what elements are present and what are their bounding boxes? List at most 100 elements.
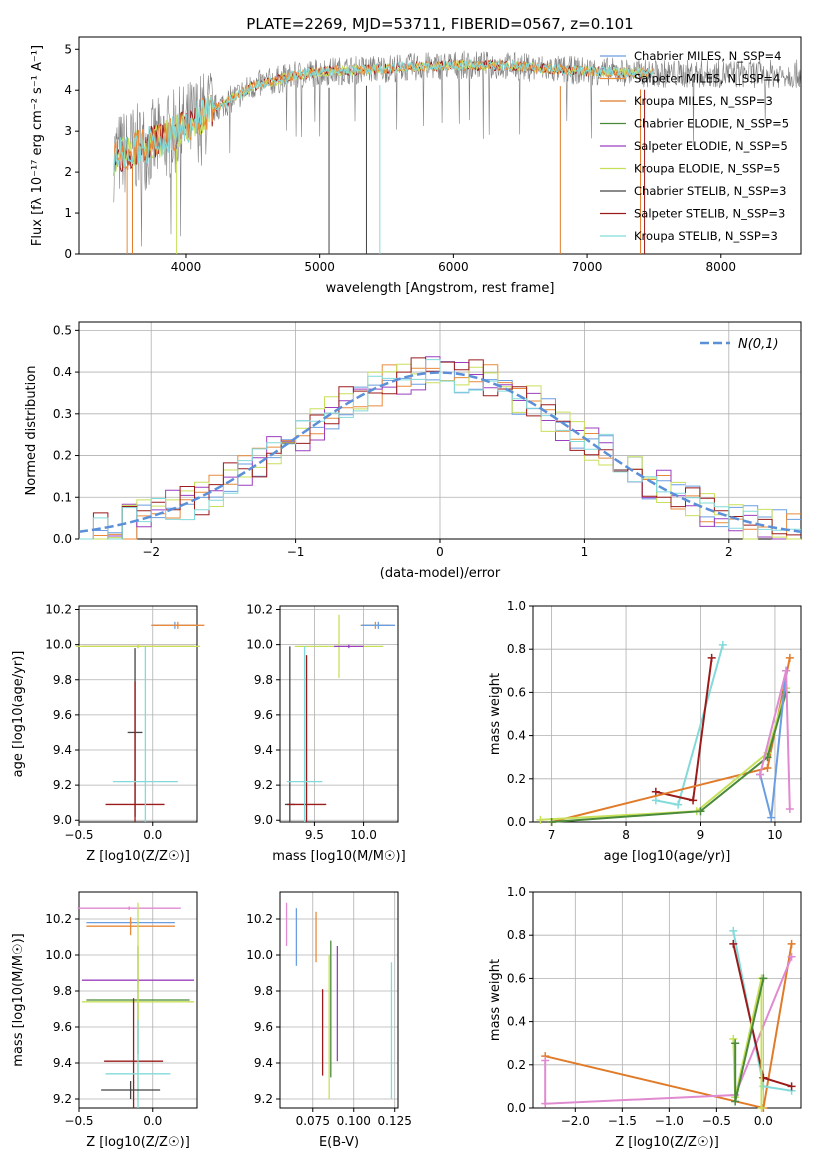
model-spectrum-line [113, 58, 655, 176]
y-tick-label: 10.0 [45, 948, 72, 962]
y-tick-label: 5 [64, 42, 72, 56]
x-tick-label: 9.5 [305, 828, 324, 842]
weight-marker [696, 807, 705, 816]
legend-entry: N(0,1) [738, 337, 779, 352]
spectrum-title: PLATE=2269, MJD=53711, FIBERID=0567, z=0… [246, 15, 633, 33]
weight-marker [541, 1056, 550, 1065]
weight-marker [787, 939, 796, 948]
y-tick-label: 10.2 [246, 603, 273, 617]
y-axis-label: mass [log10(M/M☉)] [11, 933, 26, 1066]
y-tick-label: 0.1 [53, 490, 72, 504]
spectrum-panel: 4000 5000 6000 7000 8000 0 1 2 3 4 5 wavelength [An… [30, 36, 802, 296]
y-tick-label: 0.2 [507, 1058, 526, 1072]
residual-histogram [79, 359, 801, 540]
y-tick-label: 0.4 [507, 729, 526, 743]
weight-vs-metallicity-panel: −2.0 −1.5 −1.0 −0.5 0.0 0.0 0.2 0.4 0.6 0.8 1.0 Z [… [488, 885, 802, 1150]
x-tick-label: 2 [725, 545, 733, 559]
weight-marker [729, 1034, 738, 1043]
y-tick-label: 0.8 [507, 642, 526, 656]
y-tick-label: 0.3 [53, 407, 72, 421]
weight-marker [718, 640, 727, 649]
y-tick-label: 0.2 [507, 772, 526, 786]
age-vs-mass-panel: 9.5 10.0 9.0 9.2 9.4 9.6 9.8 10.0 10.2 mass [log1… [246, 603, 405, 864]
y-tick-label: 9.8 [53, 673, 72, 687]
weight-marker [756, 770, 765, 779]
weight-marker [536, 815, 545, 824]
y-tick-label: 9.2 [254, 1092, 273, 1106]
x-axis-label: Z [log10(Z/Z☉)] [86, 849, 190, 864]
weight-marker [757, 1104, 766, 1112]
y-tick-label: 0.2 [53, 449, 72, 463]
x-tick-label: 8000 [706, 260, 737, 274]
axes-frame [279, 891, 399, 1109]
y-tick-label: 0.6 [507, 971, 526, 985]
x-tick-label: 4000 [171, 260, 202, 274]
x-tick-label: −2 [142, 545, 160, 559]
x-tick-label: 9 [697, 828, 705, 842]
x-tick-label: −2.0 [561, 1114, 590, 1128]
y-tick-label: 1.0 [507, 885, 526, 899]
y-tick-label: 10.0 [246, 638, 273, 652]
weight-marker [674, 800, 683, 809]
x-tick-label: 0.0 [754, 1114, 773, 1128]
weight-marker [541, 1099, 550, 1108]
y-axis-label: mass weight [488, 959, 503, 1041]
weight-marker [651, 787, 660, 796]
y-tick-label: 10.2 [45, 912, 72, 926]
legend-entry: Kroupa MILES, N_SSP=3 [634, 94, 773, 108]
mass-vs-metallicity-panel: −0.5 0.0 9.2 9.4 9.6 9.8 10.0 10.2 Z [log10(Z/Z☉… [11, 891, 198, 1150]
x-axis-label: E(B-V) [319, 1135, 359, 1150]
weight-marker [707, 653, 716, 662]
weight-marker [731, 1039, 740, 1048]
weight-marker [731, 1097, 740, 1106]
weight-marker [651, 796, 660, 805]
y-tick-label: 10.2 [246, 912, 273, 926]
weight-marker [759, 974, 768, 983]
x-axis-label: mass [log10(M/M☉)] [272, 849, 405, 864]
y-tick-label: 0.5 [53, 323, 72, 337]
weight-vs-age-panel: 7 8 9 10 0.0 0.2 0.4 0.6 0.8 1.0 age [log10(age/yr… [488, 599, 802, 864]
x-axis-label: Z [log10(Z/Z☉)] [615, 1135, 719, 1150]
model-spectrum-line [113, 58, 655, 176]
x-tick-label: −1 [287, 545, 305, 559]
x-tick-label: 0.0 [143, 1114, 162, 1128]
y-tick-label: 9.4 [53, 743, 72, 757]
y-tick-label: 0.4 [507, 1015, 526, 1029]
y-tick-label: 0.0 [507, 1101, 526, 1115]
y-tick-label: 9.8 [254, 673, 273, 687]
y-tick-label: 9.2 [53, 778, 72, 792]
y-tick-label: 0.8 [507, 928, 526, 942]
x-tick-label: −0.5 [702, 1114, 731, 1128]
y-tick-label: 0.6 [507, 685, 526, 699]
weight-marker [729, 939, 738, 948]
x-tick-label: 0 [436, 545, 444, 559]
y-tick-label: 4 [64, 83, 72, 97]
x-tick-label: −0.5 [64, 828, 93, 842]
legend-entry: Chabrier MILES, N_SSP=4 [634, 49, 781, 63]
x-tick-label: 0.100 [337, 1114, 371, 1128]
weight-marker [767, 813, 776, 822]
y-tick-label: 9.4 [254, 1056, 273, 1070]
y-tick-label: 9.2 [254, 778, 273, 792]
legend-entry: Chabrier STELIB, N_SSP=3 [634, 184, 786, 198]
weight-marker [729, 926, 738, 935]
y-tick-label: 9.4 [53, 1056, 72, 1070]
x-tick-label: 1 [581, 545, 589, 559]
legend-entry: Kroupa STELIB, N_SSP=3 [634, 229, 778, 243]
y-tick-label: 9.6 [254, 708, 273, 722]
y-tick-label: 9.2 [53, 1092, 72, 1106]
x-tick-label: 5000 [304, 260, 335, 274]
y-axis-label: mass weight [488, 673, 503, 755]
residuals-panel: −2 −1 0 1 2 0.0 0.1 0.2 0.3 0.4 0.5 (data-model)/er… [24, 321, 802, 581]
y-tick-label: 0.0 [53, 532, 72, 546]
weight-marker [763, 764, 772, 772]
y-tick-label: 1 [64, 206, 72, 220]
axes-frame [532, 605, 802, 823]
x-axis-label: wavelength [Angstrom, rest frame] [326, 281, 555, 296]
y-tick-label: 0 [64, 247, 72, 261]
x-axis-label: (data-model)/error [380, 566, 501, 581]
x-tick-label: −1.5 [608, 1114, 637, 1128]
weight-line [551, 692, 788, 823]
x-tick-label: 0.0 [143, 828, 162, 842]
